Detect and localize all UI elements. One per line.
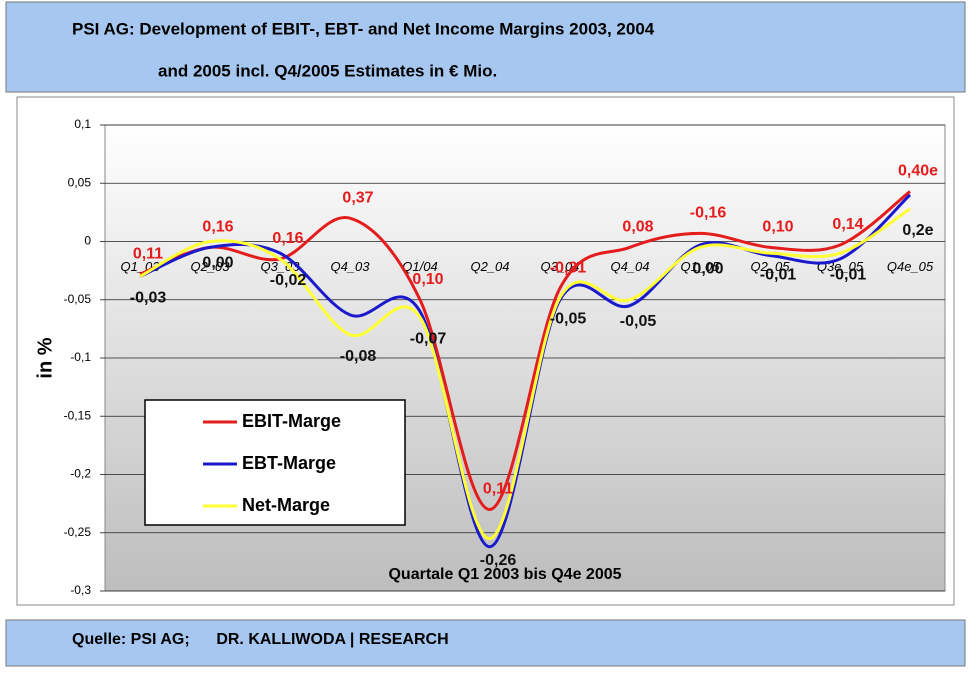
point-label: 0,10 [412, 271, 443, 288]
point-label: 0,16 [202, 219, 233, 236]
x-axis-label: Quartale Q1 2003 bis Q4e 2005 [388, 566, 621, 583]
header [5, 1, 966, 93]
point-label: 0,00 [202, 255, 233, 272]
line-series [139, 207, 911, 541]
y-tick-label: -0,2 [70, 467, 91, 481]
point-label: 0,16 [272, 230, 303, 247]
y-tick-label: -0,1 [70, 350, 91, 364]
point-label: 0,08 [622, 219, 653, 236]
legend-label: Net-Marge [242, 495, 330, 515]
point-label: -0,26 [480, 552, 517, 569]
point-label: -0,01 [830, 266, 867, 283]
x-tick-label: Q4_04 [610, 259, 649, 274]
y-tick-label: 0 [84, 234, 91, 248]
point-label: -0,03 [130, 290, 167, 307]
point-label: -0,01 [760, 266, 797, 283]
point-label: 0,37 [342, 189, 373, 206]
source: Quelle: PSI AG; DR. KALLIWODA | RESEARCH [72, 631, 449, 648]
point-label: -0,05 [620, 313, 657, 330]
y-tick-label: -0,25 [64, 525, 92, 539]
y-tick-label: 0,1 [74, 117, 91, 131]
y-tick-label: -0,15 [64, 408, 92, 422]
point-label: -0,07 [410, 330, 447, 347]
point-label: 0,2e [902, 222, 933, 239]
point-label: -0,02 [270, 272, 307, 289]
point-label: 0,40e [898, 163, 938, 180]
point-label: 0,11 [133, 245, 163, 262]
point-label: -0,31 [550, 259, 587, 276]
x-tick-label: Q1_05 [680, 259, 720, 274]
y-axis-label: in % [34, 337, 56, 378]
point-label: -0,08 [340, 348, 377, 365]
x-tick-label: Q3_03 [260, 259, 300, 274]
x-tick-label: Q2_05 [750, 259, 790, 274]
point-label: -0,05 [550, 311, 587, 328]
legend-label: EBIT-Marge [242, 411, 341, 431]
line-series [139, 193, 912, 549]
point-label: -0,16 [690, 205, 727, 222]
x-tick-label: Q2_03 [190, 259, 230, 274]
point-label: 0,10 [762, 219, 793, 236]
point-label: 0,11 [483, 481, 513, 498]
x-tick-label: Q1/04 [402, 259, 437, 274]
x-tick-label: Q2_04 [470, 259, 509, 274]
legend [144, 399, 406, 526]
x-tick-label: Q3_04 [540, 259, 579, 274]
line-series [139, 190, 911, 511]
chart-title: PSI AG: Development of EBIT-, EBT- and N… [72, 19, 655, 38]
y-tick-label: 0,05 [68, 175, 92, 189]
point-label: 0,14 [832, 216, 863, 233]
point-label: 0,00 [692, 261, 723, 278]
footer [5, 619, 966, 667]
legend-label: EBT-Marge [242, 453, 336, 473]
chart-subtitle: and 2005 incl. Q4/2005 Estimates in € Mi… [158, 61, 497, 80]
y-tick-label: -0,3 [70, 583, 91, 597]
y-tick-label: -0,05 [64, 292, 92, 306]
x-tick-label: Q4_03 [330, 259, 370, 274]
x-tick-label: Q4e_05 [887, 259, 934, 274]
